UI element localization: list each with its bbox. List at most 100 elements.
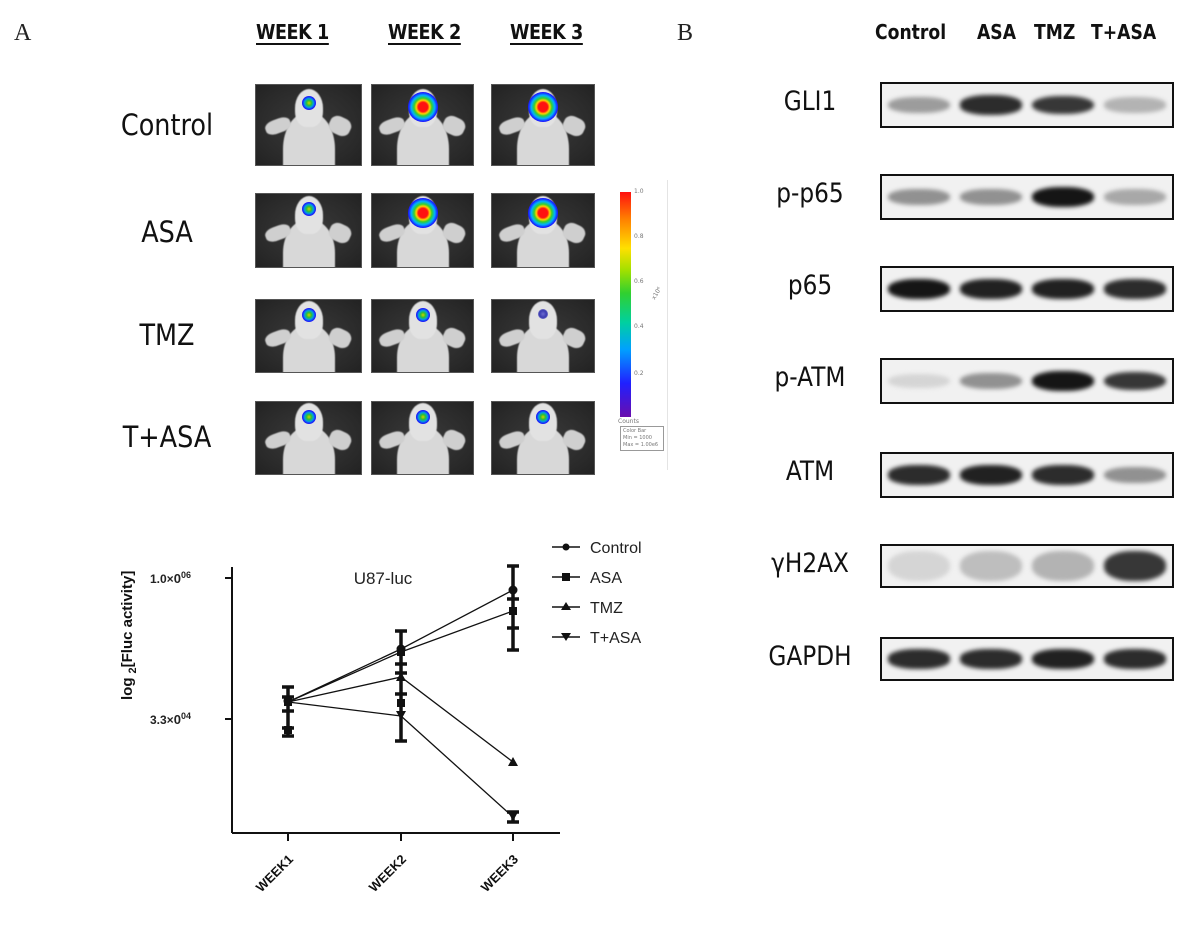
mouse-image-asa-week1 xyxy=(255,193,362,268)
colorbar-border xyxy=(667,180,668,470)
blot-strip-pp65 xyxy=(880,174,1174,220)
error-bars xyxy=(282,564,519,824)
luciferase-signal xyxy=(301,307,316,322)
mouse-image-tmz-week2 xyxy=(371,299,474,373)
protein-band xyxy=(960,649,1022,669)
blot-strip-gli1 xyxy=(880,82,1174,128)
colorbar-tick: 0.2 xyxy=(634,370,644,377)
luciferase-signal xyxy=(528,198,558,229)
colorbar-panel: 1.0 0.8 0.6 0.4 0.2 x10⁶ Counts Color Ba… xyxy=(606,180,668,470)
blot-label: p-ATM xyxy=(774,362,846,393)
blot-label: p-p65 xyxy=(776,178,844,209)
marker-tmz xyxy=(396,672,406,681)
colorbar-legend-min: Min = 1000 xyxy=(623,435,652,441)
y-tick-mid: 3.3×004 xyxy=(150,711,191,727)
luciferase-signal xyxy=(301,202,316,217)
mouse-image-t-asa-week2 xyxy=(371,401,474,475)
legend-t-asa: T+ASA xyxy=(590,630,641,647)
week-3-header: WEEK 3 xyxy=(510,20,583,44)
legend-control: Control xyxy=(590,540,642,557)
blot-label: GAPDH xyxy=(768,641,852,672)
mouse-image-asa-week2 xyxy=(371,193,474,268)
legend-tmz: TMZ xyxy=(590,600,623,617)
colorbar-tick: 0.8 xyxy=(634,233,644,240)
mouse-image-tmz-week1 xyxy=(255,299,362,373)
protein-band xyxy=(888,96,950,114)
legend-asa: ASA xyxy=(590,570,622,587)
colorbar-gradient xyxy=(620,192,631,417)
protein-band xyxy=(1032,371,1094,391)
colorbar-tick: 0.6 xyxy=(634,278,644,285)
luciferase-signal xyxy=(407,198,438,229)
protein-band xyxy=(888,279,950,299)
panel-a-letter: A xyxy=(14,20,32,46)
protein-band xyxy=(960,372,1022,390)
blot-label: γH2AX xyxy=(771,548,849,579)
protein-band xyxy=(1104,551,1166,581)
colorbar-legend-title: Color Bar xyxy=(623,428,647,434)
series-markers xyxy=(283,585,518,821)
mouse-image-control-week2 xyxy=(371,84,474,166)
mouse-image-asa-week3 xyxy=(491,193,595,268)
protein-band xyxy=(1104,279,1166,299)
protein-band xyxy=(960,95,1022,115)
protein-band xyxy=(1104,466,1166,484)
protein-band xyxy=(1032,465,1094,485)
protein-band xyxy=(888,188,950,206)
protein-band xyxy=(1032,551,1094,581)
blot-column-t-asa: T+ASA xyxy=(1091,20,1157,44)
blot-label: GLI1 xyxy=(783,86,837,117)
marker-asa xyxy=(284,726,292,734)
row-label-tmz: TMZ xyxy=(139,318,195,352)
protein-band xyxy=(888,373,950,389)
blot-column-tmz: TMZ xyxy=(1034,20,1076,44)
x-tick-week2: WEEK2 xyxy=(366,852,409,895)
marker-asa xyxy=(397,648,405,656)
luciferase-signal xyxy=(407,91,438,122)
protein-band xyxy=(960,188,1022,206)
row-label-t-asa: T+ASA xyxy=(122,420,212,454)
colorbar-tick: 0.4 xyxy=(634,323,644,330)
luciferase-signal xyxy=(301,409,316,424)
u87-luc-line-chart: U87-luc 1.0×006 3.3×004 log2[Fluc activi… xyxy=(119,540,642,895)
protein-band xyxy=(1104,189,1166,205)
marker-asa xyxy=(509,607,517,615)
protein-band xyxy=(1104,371,1166,391)
mouse-image-control-week1 xyxy=(255,84,362,166)
protein-band xyxy=(1032,279,1094,299)
luciferase-signal xyxy=(415,307,430,322)
colorbar-legend-box: Color Bar Min = 1000 Max = 1.00e6 xyxy=(620,426,664,451)
panel-b-letter: B xyxy=(677,20,694,46)
blot-column-control: Control xyxy=(875,20,947,44)
protein-band xyxy=(960,279,1022,299)
blot-strip-p65 xyxy=(880,266,1174,312)
protein-band xyxy=(1104,97,1166,113)
marker-t-asa xyxy=(396,711,406,720)
x-tick-week3: WEEK3 xyxy=(478,852,521,895)
protein-band xyxy=(1032,95,1094,115)
marker-control xyxy=(508,585,518,595)
mouse-image-tmz-week3 xyxy=(491,299,595,373)
mouse-image-t-asa-week1 xyxy=(255,401,362,475)
marker-asa xyxy=(397,699,405,707)
luciferase-signal xyxy=(415,409,430,424)
luciferase-signal xyxy=(528,91,558,122)
blot-strip-atm xyxy=(880,452,1174,498)
mouse-image-t-asa-week3 xyxy=(491,401,595,475)
protein-band xyxy=(1032,187,1094,207)
week-2-header: WEEK 2 xyxy=(388,20,461,44)
y-axis-label: log2[Fluc activity] xyxy=(119,571,139,700)
blot-label: p65 xyxy=(787,270,833,301)
protein-band xyxy=(1032,649,1094,669)
luciferase-signal xyxy=(301,95,316,110)
protein-band xyxy=(1104,649,1166,669)
colorbar-legend-max: Max = 1.00e6 xyxy=(623,442,659,448)
row-label-asa: ASA xyxy=(141,215,193,249)
blot-column-asa: ASA xyxy=(977,20,1017,44)
mouse-image-control-week3 xyxy=(491,84,595,166)
chart-title: U87-luc xyxy=(354,569,413,588)
x-tick-week1: WEEK1 xyxy=(253,852,296,895)
week-1-header: WEEK 1 xyxy=(256,20,329,44)
marker-asa xyxy=(284,698,292,706)
protein-band xyxy=(960,465,1022,485)
